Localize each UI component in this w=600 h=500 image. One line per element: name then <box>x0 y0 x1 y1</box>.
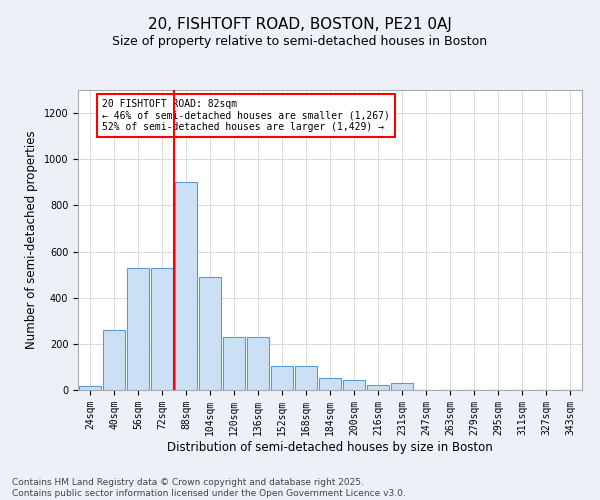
Bar <box>199 277 221 390</box>
Bar <box>127 268 149 390</box>
Bar <box>319 378 341 390</box>
Bar <box>367 386 389 390</box>
Text: Contains HM Land Registry data © Crown copyright and database right 2025.
Contai: Contains HM Land Registry data © Crown c… <box>12 478 406 498</box>
Bar <box>343 380 365 390</box>
Bar <box>247 337 269 390</box>
X-axis label: Distribution of semi-detached houses by size in Boston: Distribution of semi-detached houses by … <box>167 440 493 454</box>
Bar <box>391 383 413 390</box>
Y-axis label: Number of semi-detached properties: Number of semi-detached properties <box>25 130 38 350</box>
Text: 20, FISHTOFT ROAD, BOSTON, PE21 0AJ: 20, FISHTOFT ROAD, BOSTON, PE21 0AJ <box>148 18 452 32</box>
Bar <box>271 366 293 390</box>
Bar <box>103 330 125 390</box>
Bar <box>151 268 173 390</box>
Bar <box>79 386 101 390</box>
Bar <box>295 366 317 390</box>
Text: 20 FISHTOFT ROAD: 82sqm
← 46% of semi-detached houses are smaller (1,267)
52% of: 20 FISHTOFT ROAD: 82sqm ← 46% of semi-de… <box>102 99 390 132</box>
Bar <box>223 337 245 390</box>
Text: Size of property relative to semi-detached houses in Boston: Size of property relative to semi-detach… <box>112 35 488 48</box>
Bar <box>175 182 197 390</box>
